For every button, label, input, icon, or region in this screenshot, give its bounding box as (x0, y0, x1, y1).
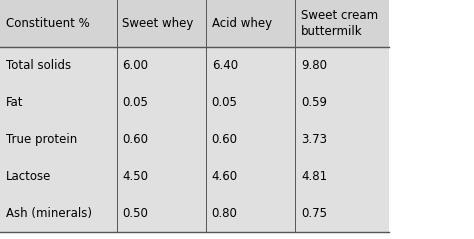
Text: Sweet cream
buttermilk: Sweet cream buttermilk (301, 9, 378, 38)
Bar (117, 121, 206, 158)
Text: Sweet whey: Sweet whey (122, 17, 194, 30)
Text: 0.59: 0.59 (301, 96, 327, 109)
Bar (117, 0, 206, 47)
Text: True protein: True protein (6, 133, 77, 146)
Text: 4.81: 4.81 (301, 170, 327, 183)
Bar (0, 0, 117, 47)
Text: 0.60: 0.60 (122, 133, 148, 146)
Text: 4.50: 4.50 (122, 170, 148, 183)
Text: 0.05: 0.05 (212, 96, 237, 109)
Text: 4.60: 4.60 (212, 170, 238, 183)
Text: Ash (minerals): Ash (minerals) (6, 207, 91, 220)
Bar (0, 47, 117, 84)
Text: Lactose: Lactose (6, 170, 51, 183)
Bar (0, 84, 117, 121)
Bar (117, 158, 206, 195)
Bar (206, 195, 295, 232)
Text: 0.50: 0.50 (122, 207, 148, 220)
Text: 0.80: 0.80 (212, 207, 237, 220)
Bar (117, 195, 206, 232)
Bar (117, 84, 206, 121)
Bar (117, 47, 206, 84)
Bar (0, 195, 117, 232)
Text: 9.80: 9.80 (301, 59, 327, 72)
Bar (295, 0, 389, 47)
Text: 0.60: 0.60 (212, 133, 237, 146)
Bar (295, 47, 389, 84)
Text: 3.73: 3.73 (301, 133, 327, 146)
Text: Constituent %: Constituent % (6, 17, 90, 30)
Bar (295, 158, 389, 195)
Text: 6.40: 6.40 (212, 59, 238, 72)
Bar (206, 47, 295, 84)
Bar (295, 195, 389, 232)
Text: 0.75: 0.75 (301, 207, 327, 220)
Bar (0, 158, 117, 195)
Bar (0, 121, 117, 158)
Bar (295, 84, 389, 121)
Bar (206, 84, 295, 121)
Bar (295, 121, 389, 158)
Bar (206, 0, 295, 47)
Text: 0.05: 0.05 (122, 96, 148, 109)
Text: Fat: Fat (6, 96, 23, 109)
Text: Acid whey: Acid whey (212, 17, 272, 30)
Text: 6.00: 6.00 (122, 59, 148, 72)
Bar (206, 121, 295, 158)
Bar (206, 158, 295, 195)
Text: Total solids: Total solids (6, 59, 71, 72)
